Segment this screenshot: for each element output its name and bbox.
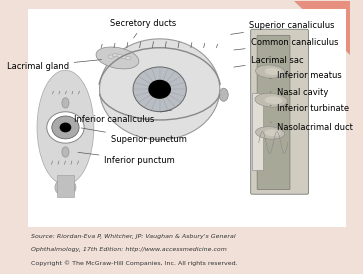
Ellipse shape	[265, 96, 283, 104]
Circle shape	[52, 116, 79, 139]
Ellipse shape	[47, 112, 84, 143]
Ellipse shape	[265, 68, 281, 75]
Ellipse shape	[117, 54, 123, 57]
Ellipse shape	[62, 147, 69, 157]
Ellipse shape	[255, 93, 287, 107]
Text: Inferior turbinate: Inferior turbinate	[270, 104, 349, 113]
Text: Inferior meatus: Inferior meatus	[270, 71, 341, 80]
Text: Source: Riordan-Eva P, Whitcher, JP: Vaughan & Asbury's General: Source: Riordan-Eva P, Whitcher, JP: Vau…	[31, 234, 236, 239]
Ellipse shape	[121, 56, 127, 59]
Text: Nasal cavity: Nasal cavity	[270, 87, 328, 96]
Ellipse shape	[219, 88, 228, 101]
Bar	[252, 93, 263, 170]
Bar	[28, 9, 346, 227]
Ellipse shape	[256, 127, 285, 139]
Text: Secretory ducts: Secretory ducts	[110, 19, 176, 38]
FancyBboxPatch shape	[257, 35, 290, 190]
Ellipse shape	[112, 54, 118, 57]
Ellipse shape	[55, 179, 76, 196]
Text: Inferior punctum: Inferior punctum	[78, 152, 175, 165]
Text: Copyright © The McGraw-Hill Companies, Inc. All rights reserved.: Copyright © The McGraw-Hill Companies, I…	[31, 260, 238, 266]
Ellipse shape	[108, 55, 114, 58]
Ellipse shape	[265, 130, 281, 136]
Bar	[57, 175, 74, 197]
Text: Inferior canaliculus: Inferior canaliculus	[74, 110, 172, 124]
Text: Lacrimal sac: Lacrimal sac	[234, 56, 303, 67]
Text: Nasolacrimal duct: Nasolacrimal duct	[270, 122, 352, 132]
Ellipse shape	[256, 65, 285, 78]
Ellipse shape	[125, 56, 131, 59]
Ellipse shape	[62, 98, 69, 108]
Circle shape	[133, 67, 186, 112]
Text: Superior canaliculus: Superior canaliculus	[231, 21, 335, 34]
Text: Lacrimal gland: Lacrimal gland	[7, 59, 102, 71]
Polygon shape	[294, 1, 350, 55]
Ellipse shape	[96, 47, 139, 69]
Text: Ophthalmology, 17th Edition: http://www.accessmedicine.com: Ophthalmology, 17th Edition: http://www.…	[31, 247, 227, 252]
Circle shape	[148, 80, 171, 99]
Circle shape	[99, 39, 220, 140]
Text: Superior punctum: Superior punctum	[81, 128, 187, 144]
Text: Common canaliculus: Common canaliculus	[234, 38, 338, 50]
Circle shape	[60, 122, 71, 132]
FancyBboxPatch shape	[250, 29, 309, 194]
Ellipse shape	[37, 70, 94, 185]
